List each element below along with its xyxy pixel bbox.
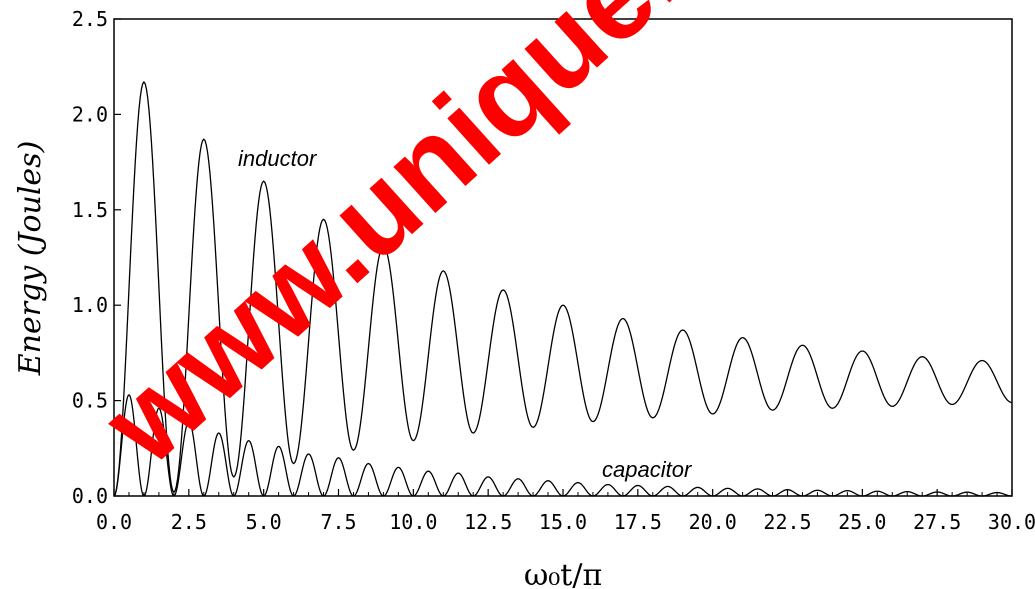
x-tick-label: 10.0: [389, 510, 437, 534]
x-tick-label: 20.0: [689, 510, 737, 534]
series-label-capacitor: capacitor: [602, 457, 693, 482]
y-tick-label: 2.0: [72, 102, 108, 126]
y-axis-ticks: 0.0 0.5 1.0 1.5 2.0 2.5: [72, 7, 121, 508]
y-tick-label: 1.0: [72, 293, 108, 317]
y-tick-label: 1.5: [72, 198, 108, 222]
x-tick-label: 0.0: [96, 510, 132, 534]
y-tick-label: 0.0: [72, 484, 108, 508]
x-tick-label: 5.0: [246, 510, 282, 534]
y-axis-title: Energy (Joules): [13, 141, 48, 377]
x-tick-label: 12.5: [464, 510, 512, 534]
x-tick-label: 22.5: [763, 510, 811, 534]
x-tick-label: 7.5: [320, 510, 356, 534]
x-tick-label: 30.0: [988, 510, 1035, 534]
y-tick-label: 2.5: [72, 7, 108, 31]
x-tick-label: 2.5: [171, 510, 207, 534]
capacitor-line: [113, 394, 1013, 497]
x-axis-ticks: 0.0 2.5 5.0 7.5 10.0 12.5 15.0 17.5 20.0 22.5 25.0…: [96, 489, 1035, 534]
inductor-line: [113, 80, 1013, 497]
x-tick-label: 27.5: [913, 510, 961, 534]
y-tick-label: 0.5: [72, 389, 108, 413]
x-axis-title: ω₀t/π: [524, 558, 602, 589]
x-tick-label: 15.0: [539, 510, 587, 534]
series-lines: [113, 80, 1013, 497]
x-tick-label: 17.5: [614, 510, 662, 534]
x-tick-label: 25.0: [838, 510, 886, 534]
series-label-inductor: inductor: [238, 146, 318, 171]
